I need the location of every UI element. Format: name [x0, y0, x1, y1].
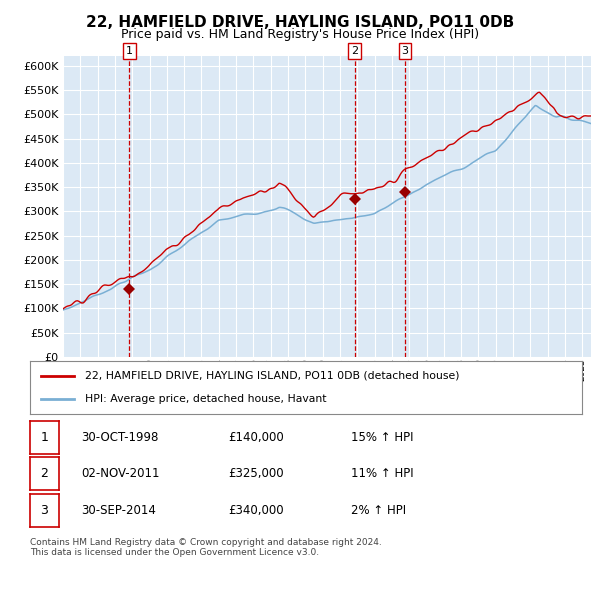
Text: This data is licensed under the Open Government Licence v3.0.: This data is licensed under the Open Gov… [30, 548, 319, 556]
Text: £325,000: £325,000 [228, 467, 284, 480]
Text: 22, HAMFIELD DRIVE, HAYLING ISLAND, PO11 0DB (detached house): 22, HAMFIELD DRIVE, HAYLING ISLAND, PO11… [85, 371, 460, 381]
Text: 2% ↑ HPI: 2% ↑ HPI [351, 504, 406, 517]
Text: 02-NOV-2011: 02-NOV-2011 [81, 467, 160, 480]
Text: 3: 3 [401, 46, 409, 56]
Text: Price paid vs. HM Land Registry's House Price Index (HPI): Price paid vs. HM Land Registry's House … [121, 28, 479, 41]
Text: 1: 1 [126, 46, 133, 56]
Text: £340,000: £340,000 [228, 504, 284, 517]
Text: 11% ↑ HPI: 11% ↑ HPI [351, 467, 413, 480]
Text: 30-OCT-1998: 30-OCT-1998 [81, 431, 158, 444]
Text: £140,000: £140,000 [228, 431, 284, 444]
Text: 22, HAMFIELD DRIVE, HAYLING ISLAND, PO11 0DB: 22, HAMFIELD DRIVE, HAYLING ISLAND, PO11… [86, 15, 514, 30]
Text: 1: 1 [40, 431, 49, 444]
Text: 30-SEP-2014: 30-SEP-2014 [81, 504, 156, 517]
Text: 3: 3 [40, 504, 49, 517]
Text: Contains HM Land Registry data © Crown copyright and database right 2024.: Contains HM Land Registry data © Crown c… [30, 538, 382, 547]
Text: 15% ↑ HPI: 15% ↑ HPI [351, 431, 413, 444]
Text: 2: 2 [40, 467, 49, 480]
Text: 2: 2 [351, 46, 358, 56]
Text: HPI: Average price, detached house, Havant: HPI: Average price, detached house, Hava… [85, 394, 326, 404]
